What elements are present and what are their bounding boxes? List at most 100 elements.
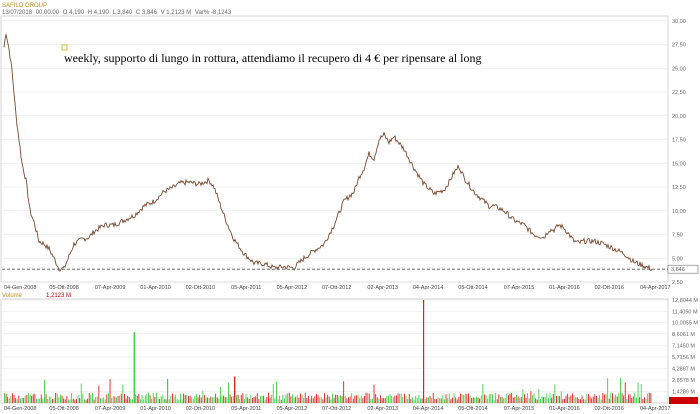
volume-bar: [264, 399, 266, 403]
price-x-axis: 04-Gen-2008 05-Ott-2008 07-Apr-2009 01-Apr-…: [4, 285, 671, 291]
volume-bar: [530, 391, 532, 403]
price-grid: [2, 20, 668, 283]
volume-bar: [480, 395, 482, 403]
time-label: 00.00.00: [36, 10, 60, 16]
volume-bar: [588, 394, 589, 403]
volume-bar: [274, 398, 276, 403]
volume-bar: [194, 396, 196, 403]
volume-bar: [562, 399, 564, 403]
volume-bar: [98, 385, 100, 403]
volume-bar: [607, 378, 609, 403]
volume-bar: [261, 396, 263, 403]
volume-bar-notable: [167, 378, 169, 403]
volume-bar: [384, 398, 386, 403]
volume-x-tick-label: 02-Apr-2013: [367, 406, 398, 412]
volume-bar: [621, 393, 623, 403]
volume-bar: [269, 397, 271, 403]
volume-bar: [484, 394, 485, 403]
volume-bar: [20, 398, 21, 403]
last-price-value: 3,846: [671, 267, 685, 273]
volume-bar: [373, 384, 375, 403]
volume-bar: [332, 393, 333, 403]
volume-bar: [237, 394, 239, 403]
volume-bar: [165, 399, 167, 403]
volume-bar: [504, 398, 506, 403]
volume-bar: [640, 383, 642, 403]
volume-bar: [581, 395, 583, 403]
high-label: H 4,190: [88, 10, 110, 16]
volume-bar: [202, 390, 204, 403]
volume-bar: [199, 395, 201, 403]
volume-header-label: V 1,2123 M: [161, 10, 192, 16]
volume-bar: [154, 397, 156, 403]
volume-bar: [565, 395, 567, 403]
volume-bar: [636, 397, 637, 403]
volume-bar: [616, 396, 618, 403]
volume-bar: [527, 393, 529, 403]
volume-bar: [376, 397, 378, 403]
open-label: O 4,190: [63, 10, 85, 16]
svg-text:13/07/2018 00.00.00: 13/07/2018 00.00.00 O 4,190 H 4,190 L 3,…: [2, 10, 232, 16]
price-y-tick-label: 27,50: [672, 43, 686, 49]
price-y-tick-label: 12,50: [672, 185, 686, 191]
volume-bar: [528, 398, 530, 403]
volume-bar: [618, 392, 620, 403]
volume-bar: [567, 393, 569, 403]
volume-bar: [460, 393, 461, 403]
volume-bar: [101, 398, 103, 403]
volume-bar: [434, 398, 436, 403]
volume-bar: [56, 393, 58, 403]
volume-bar: [429, 396, 431, 403]
volume-bar: [293, 397, 295, 403]
volume-bar: [538, 389, 540, 403]
volume-bar: [501, 397, 503, 403]
volume-y-tick-label: 4,2867 M: [672, 367, 695, 373]
volume-bar: [568, 397, 570, 403]
volume-bar: [64, 399, 66, 403]
volume-bar: [428, 397, 429, 403]
price-x-tick-label: 04-Gen-2008: [4, 285, 36, 291]
volume-bar: [322, 399, 324, 403]
volume-bar: [352, 398, 354, 403]
volume-bar: [306, 397, 308, 403]
volume-bar: [231, 396, 233, 403]
volume-bar: [623, 395, 625, 403]
volume-bar: [55, 393, 57, 403]
volume-bar: [303, 397, 305, 403]
volume-bar: [466, 394, 468, 403]
volume-bar: [396, 395, 397, 403]
volume-bar: [173, 396, 175, 403]
volume-bar: [28, 393, 29, 403]
volume-bar: [128, 396, 130, 403]
volume-bar: [477, 397, 479, 403]
volume-bar: [308, 396, 309, 403]
volume-bar: [37, 399, 39, 403]
volume-bar: [8, 398, 10, 403]
volume-bar: [613, 397, 615, 403]
volume-bar: [256, 393, 258, 403]
volume-bar: [45, 394, 47, 403]
volume-bar: [96, 396, 98, 403]
volume-bar: [176, 399, 178, 403]
price-x-tick-label: 05-Apr-2012: [277, 285, 308, 291]
volume-bar: [343, 381, 345, 403]
volume-bar: [586, 394, 588, 403]
volume-bar: [127, 395, 129, 403]
volume-bar: [575, 397, 577, 403]
volume-bar: [252, 398, 253, 403]
volume-bar: [468, 393, 469, 403]
volume-bar: [208, 397, 210, 403]
volume-bar: [244, 398, 245, 403]
volume-bar: [213, 397, 215, 403]
volume-bar: [271, 394, 273, 403]
volume-bar: [493, 399, 495, 403]
volume-bar: [87, 398, 89, 403]
volume-bar: [432, 392, 434, 403]
volume-bar: [397, 393, 399, 403]
price-x-tick-label: 01-Apr-2010: [140, 285, 171, 291]
volume-title: Volume: [2, 293, 23, 299]
volume-bar: [10, 395, 12, 403]
annotation-marker: [61, 44, 68, 51]
volume-bar: [388, 395, 389, 403]
